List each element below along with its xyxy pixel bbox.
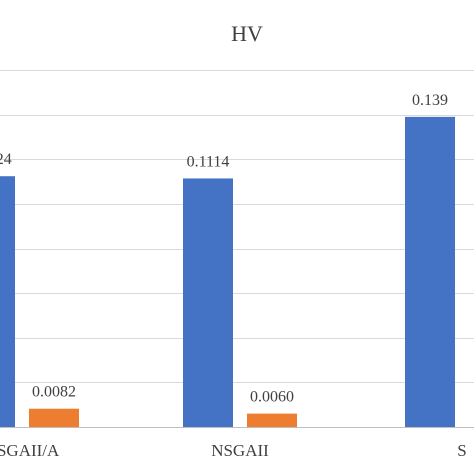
data-label: 0.139 bbox=[412, 92, 448, 109]
bars bbox=[0, 116, 455, 427]
bar-series2-nsgaii-a bbox=[29, 408, 79, 427]
gridlines bbox=[0, 70, 474, 428]
data-label: 0.1124 bbox=[0, 151, 12, 168]
category-labels: NSGAII/A NSGAII S bbox=[0, 441, 467, 460]
bar-series1-nsgaii-a bbox=[0, 176, 15, 427]
data-labels: 0.1124 0.0082 0.1114 0.0060 0.139 bbox=[0, 92, 448, 406]
bar-series2-nsgaii bbox=[247, 413, 297, 427]
bar-series1-nsgaii bbox=[183, 178, 233, 427]
bar-series1-s bbox=[405, 116, 455, 427]
chart-title: HV bbox=[231, 21, 263, 46]
category-label: NSGAII/A bbox=[0, 441, 60, 460]
data-label: 0.0082 bbox=[32, 384, 76, 401]
data-label: 0.0060 bbox=[250, 389, 294, 406]
category-label: S bbox=[457, 441, 466, 460]
data-label: 0.1114 bbox=[187, 153, 230, 170]
category-label: NSGAII bbox=[211, 441, 269, 460]
